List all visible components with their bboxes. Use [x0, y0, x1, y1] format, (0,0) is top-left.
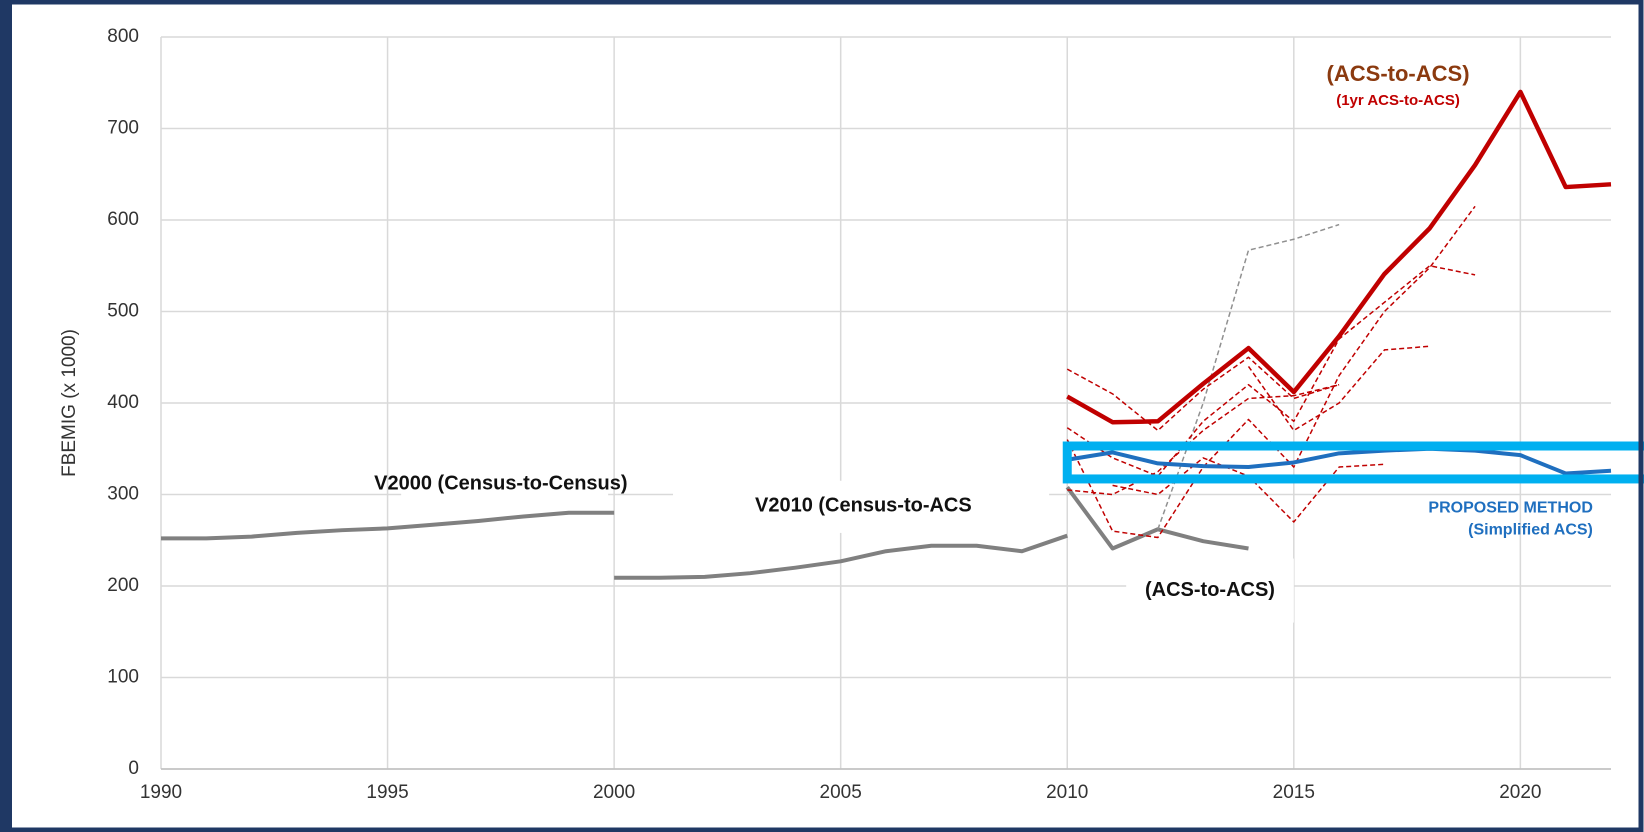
y-tick-label: 200	[107, 575, 139, 596]
y-tick-label: 400	[107, 392, 139, 413]
x-tick-label: 2005	[820, 782, 862, 803]
y-tick-label: 100	[107, 667, 139, 688]
highlight-box	[1062, 441, 1644, 484]
series-line	[614, 533, 1068, 580]
x-tick-label: 2010	[1046, 782, 1088, 803]
annotation: V2000 (Census-to-Census)	[374, 473, 627, 495]
y-tick-label: 800	[107, 26, 139, 47]
y-tick-label: 0	[128, 758, 139, 779]
annotation: V2010 (Census-to-ACS	[755, 495, 972, 517]
series-line	[1066, 356, 1340, 432]
x-tick-label: 2015	[1273, 782, 1315, 803]
annotation: (ACS-to-ACS)	[1145, 579, 1275, 601]
x-tick-label: 2000	[593, 782, 635, 803]
label-background	[673, 480, 1050, 533]
series-line	[1067, 383, 1340, 496]
series-line	[161, 510, 615, 541]
y-axis-label: FBEMIG (x 1000)	[59, 329, 80, 477]
annotation: (1yr ACS-to-ACS)	[1336, 92, 1460, 109]
series-line	[1066, 89, 1612, 425]
x-tick-label: 1995	[366, 782, 408, 803]
label-background	[1126, 558, 1294, 623]
label-background	[401, 457, 609, 511]
frame-left	[0, 0, 12, 832]
annotation: PROPOSED METHOD	[1428, 499, 1592, 516]
y-tick-label: 500	[107, 301, 139, 322]
x-tick-label: 1990	[140, 782, 182, 803]
y-tick-label: 300	[107, 484, 139, 505]
x-tick-label: 2020	[1499, 782, 1541, 803]
y-tick-label: 600	[107, 209, 139, 230]
annotation: (Simplified ACS)	[1468, 521, 1593, 538]
annotation: (ACS-to-ACS)	[1327, 61, 1470, 86]
y-tick-label: 700	[107, 118, 139, 139]
series-line	[1066, 265, 1476, 477]
series-line	[1247, 345, 1430, 432]
series-line	[1066, 446, 1612, 476]
